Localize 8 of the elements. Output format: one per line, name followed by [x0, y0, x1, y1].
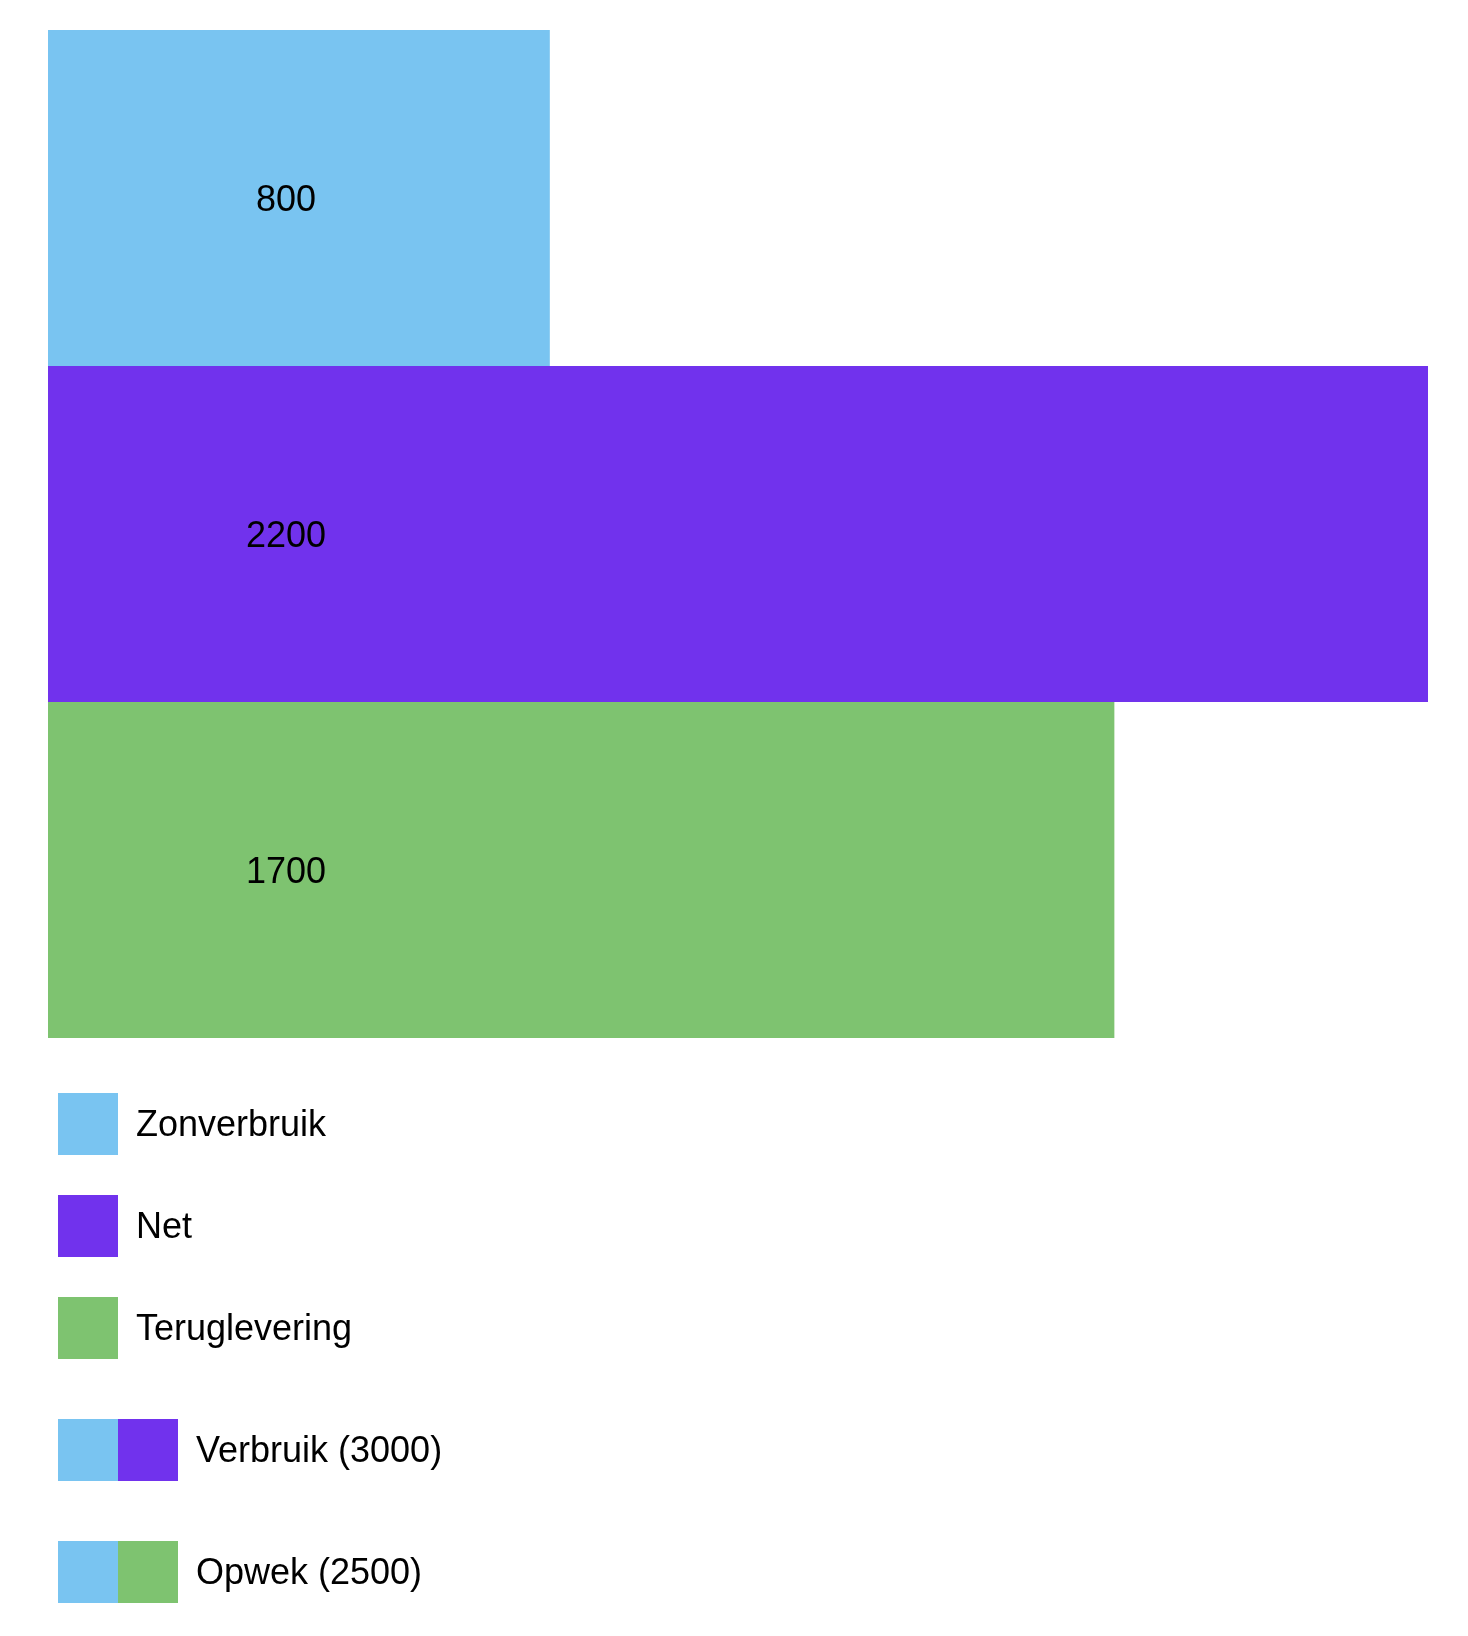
data-label: 1700: [245, 849, 327, 891]
legend-label: Net: [136, 1205, 193, 1247]
data-label: 2200: [245, 513, 327, 555]
legend-label: Zonverbruik: [136, 1103, 327, 1145]
text: Verbruik (3000): [196, 1429, 443, 1471]
text: Opwek (2500): [196, 1551, 423, 1593]
data-label: 800: [255, 177, 317, 219]
legend-label: Teruglevering: [136, 1307, 353, 1349]
